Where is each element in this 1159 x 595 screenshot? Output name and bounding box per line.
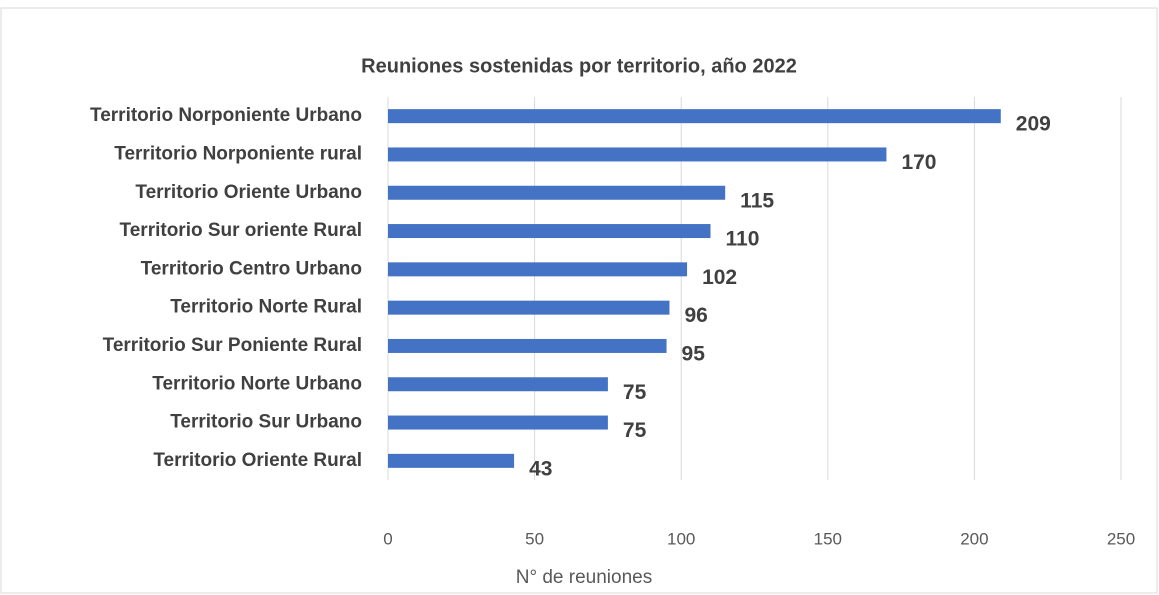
data-label: 102 [702, 266, 737, 289]
y-tick-label: Territorio Norte Rural [170, 297, 362, 318]
y-tick-label: Territorio Sur oriente Rural [120, 220, 362, 241]
y-tick-label: Territorio Norponiente Urbano [90, 105, 362, 126]
data-label: 75 [623, 381, 647, 404]
data-label: 170 [901, 151, 936, 174]
data-label: 95 [682, 342, 706, 365]
y-tick-label: Territorio Centro Urbano [141, 258, 362, 279]
bar [388, 147, 887, 162]
bar [388, 377, 608, 392]
x-axis-title: N° de reuniones [516, 567, 652, 588]
bar [388, 262, 688, 277]
x-tick-label: 100 [667, 529, 695, 548]
x-tick-label: 150 [814, 529, 842, 548]
data-label: 75 [623, 419, 647, 442]
x-tick-label: 0 [383, 529, 392, 548]
bar [388, 415, 608, 430]
y-tick-label: Territorio Norte Urbano [152, 373, 362, 394]
y-tick-label: Territorio Sur Poniente Rural [103, 335, 362, 356]
bar [388, 300, 670, 315]
bar [388, 109, 1001, 124]
x-tick-label: 200 [960, 529, 988, 548]
y-tick-label: Territorio Norponiente rural [114, 143, 362, 164]
data-label: 43 [529, 457, 552, 480]
x-tick-label: 250 [1107, 529, 1135, 548]
y-tick-label: Territorio Oriente Urbano [135, 182, 362, 203]
bar [388, 185, 726, 200]
chart-title: Reuniones sostenidas por territorio, año… [361, 55, 797, 77]
bar [388, 453, 515, 468]
y-tick-label: Territorio Oriente Rural [153, 450, 362, 471]
y-tick-label: Territorio Sur Urbano [170, 412, 362, 433]
data-label: 209 [1016, 113, 1051, 136]
data-label: 115 [740, 189, 774, 212]
bar [388, 338, 667, 353]
chart-frame [0, 7, 1158, 594]
data-label: 110 [726, 228, 760, 251]
x-tick-label: 50 [525, 529, 544, 548]
bar [388, 224, 711, 239]
data-label: 96 [684, 304, 707, 327]
